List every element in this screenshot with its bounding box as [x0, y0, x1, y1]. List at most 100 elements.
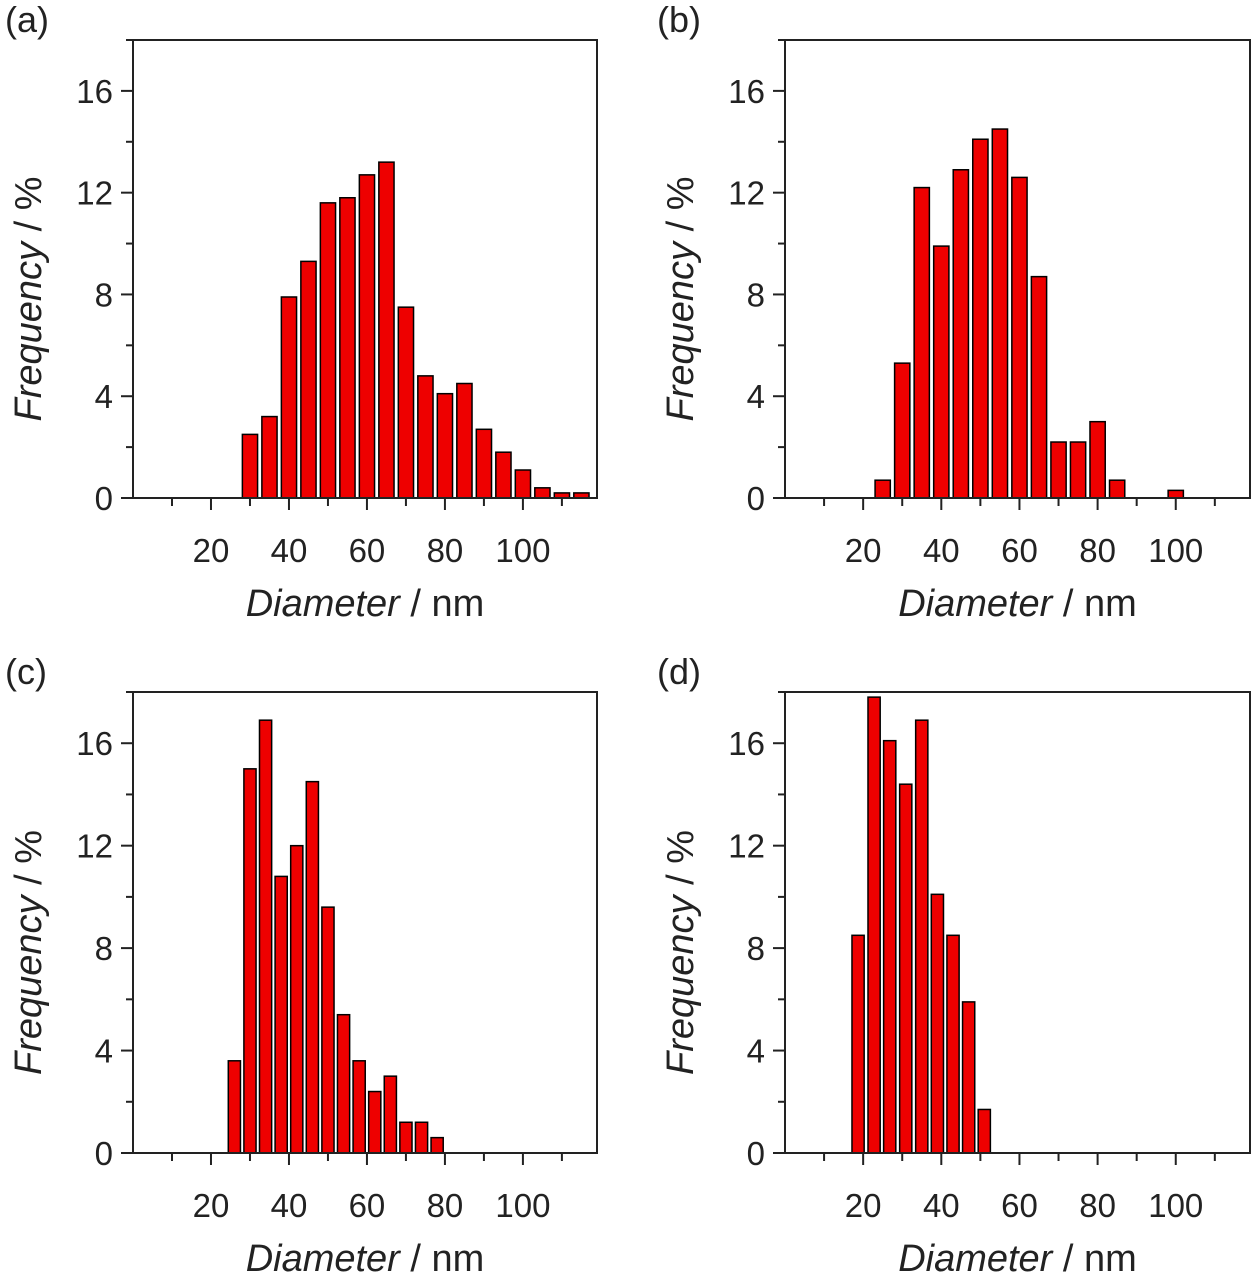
y-tick-label: 0 [95, 480, 113, 517]
x-tick-label: 60 [1001, 1187, 1038, 1224]
histogram-bar [893, 362, 911, 499]
y-tick-label: 4 [95, 1033, 113, 1070]
x-tick-label: 80 [1079, 532, 1116, 569]
histogram-bar [1108, 479, 1126, 499]
histogram-bar [514, 469, 532, 499]
histogram-bar [321, 906, 335, 1154]
x-tick-label: 80 [427, 532, 464, 569]
histogram-bar [851, 934, 865, 1154]
histogram-bar [1167, 489, 1185, 499]
y-tick-label: 16 [76, 73, 113, 110]
y-tick-label: 0 [95, 1135, 113, 1172]
y-axis-label-unit: / % [8, 176, 50, 241]
y-axis-label-name: Frequency [660, 893, 702, 1075]
histogram-bar [932, 245, 950, 499]
x-axis-label-unit: / nm [1052, 583, 1136, 625]
histogram-bar [414, 1121, 429, 1154]
histogram-bar [336, 1013, 351, 1154]
panel-d: 0 4 8 12 16 20 40 60 80 100 Diameter / nm Frequency… [657, 651, 1251, 1280]
x-axis-label: Diameter / nm [898, 583, 1137, 625]
histogram-bar [358, 174, 376, 499]
y-tick-label: 8 [95, 930, 113, 967]
histogram-bar [495, 451, 512, 499]
x-axis-label-unit: / nm [1052, 1238, 1136, 1280]
histogram-bar [946, 934, 960, 1154]
x-axis-label-name: Diameter [246, 1238, 401, 1280]
panel-label: (b) [657, 0, 701, 40]
histogram-bar [289, 844, 304, 1154]
histogram-bar [977, 1108, 992, 1154]
histogram-bar [436, 392, 454, 499]
y-tick-label: 12 [76, 828, 113, 865]
y-tick-label: 4 [747, 1033, 765, 1070]
panel-label: (c) [5, 651, 47, 692]
y-tick-label: 4 [747, 378, 765, 415]
histogram-bar [898, 783, 913, 1154]
x-axis-label: Diameter / nm [246, 583, 485, 625]
y-tick-label: 16 [728, 725, 765, 762]
histogram-bar [243, 768, 257, 1154]
histogram-bar [339, 197, 356, 499]
histogram-bar [952, 169, 970, 499]
y-axis-label-name: Frequency [8, 240, 50, 422]
histogram-bar [1011, 176, 1028, 499]
y-tick-label: 8 [747, 276, 765, 313]
panel-label: (a) [5, 0, 49, 40]
histogram-bar [972, 138, 989, 499]
x-axis-label-unit: / nm [400, 1238, 484, 1280]
x-tick-label: 60 [1001, 532, 1038, 569]
x-tick-label: 100 [495, 1187, 550, 1224]
histogram-bar [1050, 441, 1067, 499]
x-tick-label: 20 [845, 1187, 882, 1224]
y-axis-label-name: Frequency [660, 240, 702, 422]
x-tick-label: 60 [349, 1187, 386, 1224]
plot-frame [132, 39, 598, 499]
y-axis-label: Frequency / % [660, 830, 702, 1075]
histogram-bar [367, 1090, 382, 1154]
x-tick-label: 40 [271, 1187, 308, 1224]
histogram-bar [882, 739, 897, 1154]
y-axis-label-unit: / % [8, 830, 50, 895]
x-tick-label: 100 [495, 532, 550, 569]
plot-frame [784, 691, 1251, 1154]
y-axis-label-unit: / % [660, 830, 702, 895]
y-axis-label-name: Frequency [8, 893, 50, 1075]
histogram-bar [430, 1136, 444, 1154]
x-tick-label: 100 [1148, 1187, 1203, 1224]
y-tick-label: 0 [747, 480, 765, 517]
histogram-bar [280, 296, 298, 499]
histogram-bar [534, 487, 551, 499]
x-tick-label: 40 [271, 532, 308, 569]
histogram-bar [305, 780, 320, 1154]
x-axis-label: Diameter / nm [898, 1238, 1137, 1280]
histogram-bar [1030, 275, 1048, 499]
x-tick-label: 20 [845, 532, 882, 569]
x-tick-label: 100 [1148, 532, 1203, 569]
histogram-bar [991, 128, 1009, 499]
x-tick-label: 40 [923, 1187, 960, 1224]
y-tick-label: 0 [747, 1135, 765, 1172]
histogram-bar [383, 1075, 398, 1154]
histogram-bar [258, 719, 273, 1154]
x-axis-label-name: Diameter [246, 583, 401, 625]
x-tick-label: 40 [923, 532, 960, 569]
y-tick-label: 4 [95, 378, 113, 415]
plot-frame [784, 39, 1251, 499]
y-axis-label: Frequency / % [8, 176, 50, 421]
histogram-bar [874, 479, 892, 499]
y-tick-label: 8 [747, 930, 765, 967]
histogram-bar [867, 696, 881, 1154]
histogram-bar [961, 1001, 976, 1154]
y-tick-label: 16 [728, 73, 765, 110]
y-axis-label: Frequency / % [660, 176, 702, 421]
y-tick-label: 12 [76, 175, 113, 212]
x-axis-label-name: Diameter [898, 583, 1053, 625]
panel-b: 0 4 8 12 16 20 40 60 80 100 Diameter / nm Frequency… [657, 0, 1251, 625]
histogram-bar [378, 161, 395, 499]
panel-a: 0 4 8 12 16 20 40 60 80 100 Diameter / nm Frequency… [5, 0, 598, 625]
histogram-bar [399, 1121, 413, 1154]
x-tick-label: 20 [193, 532, 230, 569]
histogram-bar [397, 306, 415, 499]
y-tick-label: 12 [728, 828, 765, 865]
